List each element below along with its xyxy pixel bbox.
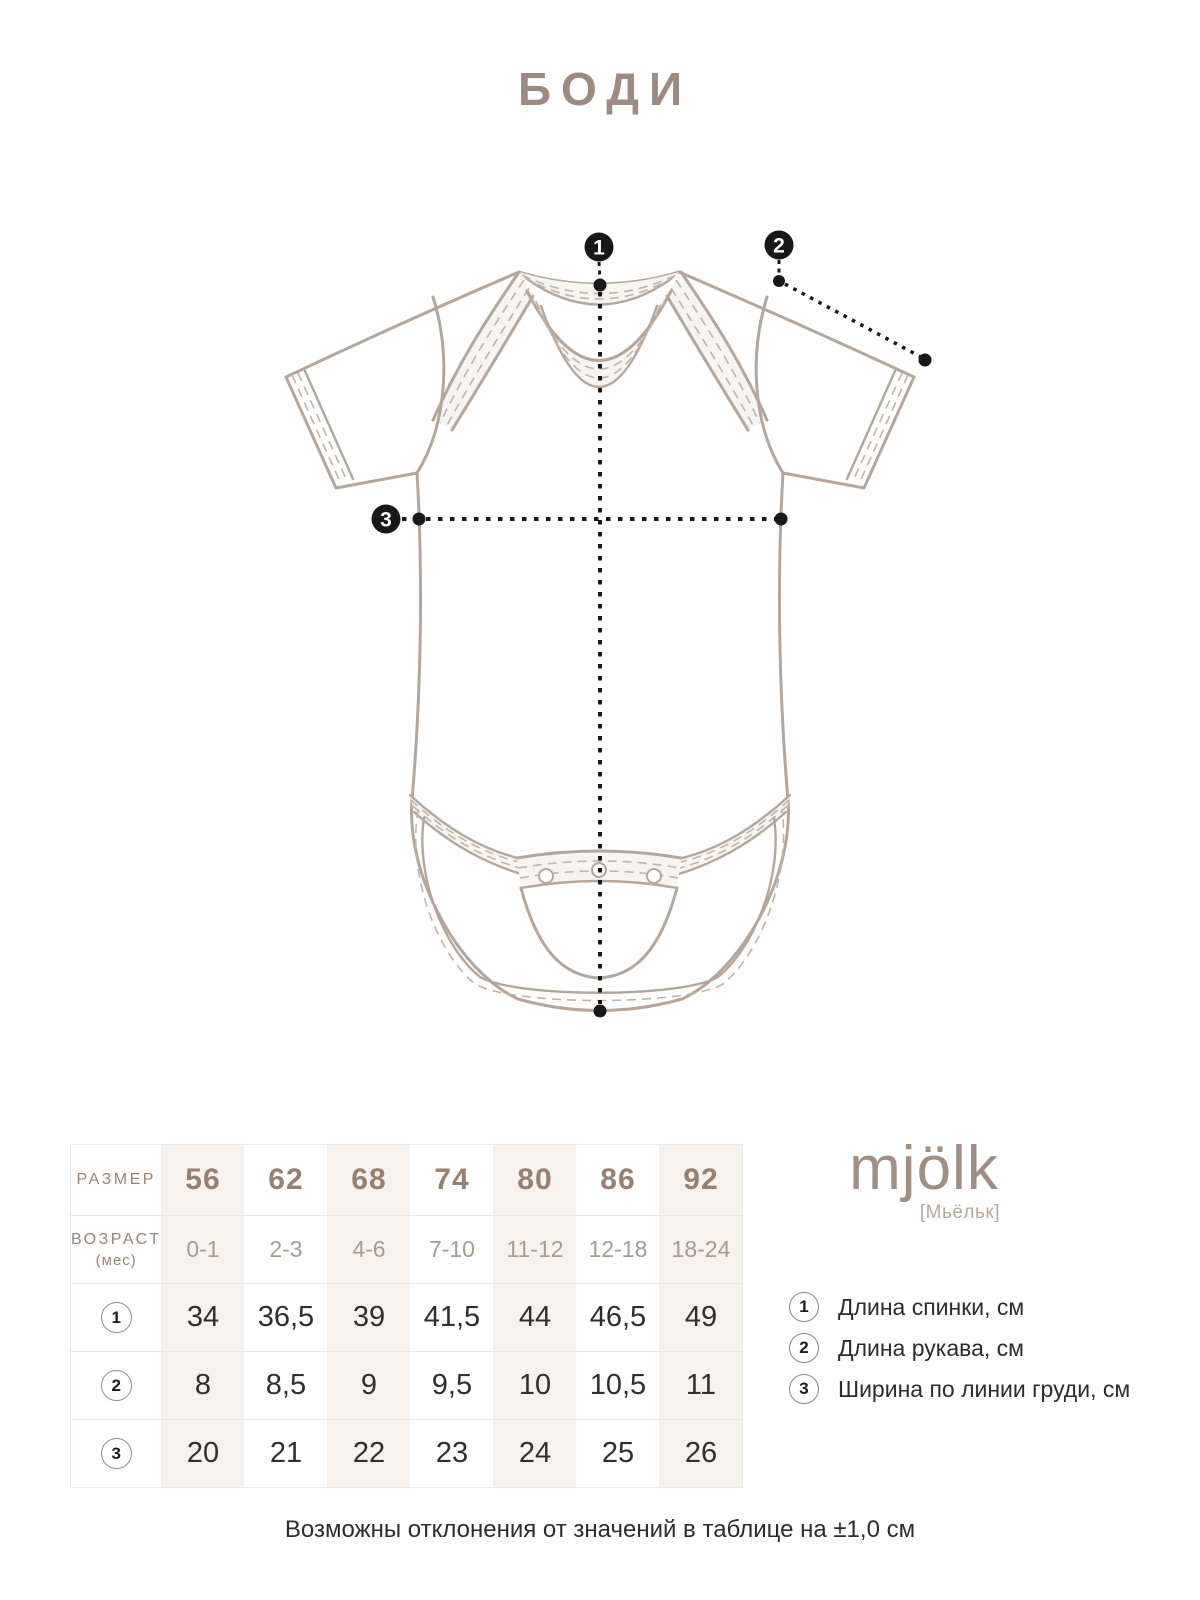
left-armhole-seam — [415, 295, 446, 475]
left-flap-edge — [431, 270, 535, 432]
legend-label: Длина спинки, см — [838, 1293, 1025, 1320]
size-table: РАЗМЕР 56 62 68 74 80 86 92 ВОЗРАСТ (мес… — [70, 1144, 744, 1488]
measure-dot — [593, 278, 607, 292]
snap-button — [646, 868, 662, 884]
value-cell: 9,5 — [410, 1351, 494, 1420]
legend-marker-1: 1 — [789, 1292, 819, 1322]
legend-item-chest-width: 3 Ширина по линии груди, см — [789, 1374, 1130, 1404]
brand-logo: mjölk — [849, 1134, 999, 1203]
left-cuff-seam — [303, 369, 355, 481]
measure-line-sleeve-length — [784, 282, 922, 359]
bodysuit-diagram: 1 2 3 — [284, 230, 932, 1018]
value-cell: 46,5 — [576, 1283, 660, 1352]
size-cell: 62 — [268, 1163, 304, 1196]
size-cell: 92 — [659, 1144, 743, 1216]
measure-row-1: 1 34 36,5 39 41,5 44 46,5 49 — [70, 1283, 743, 1352]
age-cell: 11-12 — [493, 1215, 577, 1284]
value-cell: 39 — [327, 1283, 411, 1352]
legend-label: Ширина по линии груди, см — [838, 1375, 1131, 1402]
measure-dot — [412, 512, 426, 526]
brand-logo-subtitle: [Мьёльк] — [919, 1202, 1000, 1223]
left-leg-binding — [408, 793, 523, 876]
value-cell: 26 — [659, 1419, 743, 1488]
age-cell: 7-10 — [410, 1215, 494, 1284]
legend-marker-2: 2 — [789, 1333, 819, 1363]
right-armhole-seam — [754, 295, 785, 475]
svg-text:3: 3 — [380, 509, 392, 532]
value-cell: 22 — [327, 1419, 411, 1488]
legend-marker-3: 3 — [789, 1374, 819, 1404]
brand-logo-block: mjölk [Мьёльк] — [848, 1138, 1000, 1224]
size-row: РАЗМЕР 56 62 68 74 80 86 92 — [71, 1144, 743, 1216]
size-row-label: РАЗМЕР — [76, 1171, 156, 1188]
measure-dot — [593, 1004, 607, 1018]
size-cell: 56 — [161, 1144, 245, 1216]
value-cell: 10,5 — [576, 1351, 660, 1420]
measure-row-3: 3 20 21 22 23 24 25 26 — [70, 1419, 743, 1488]
value-cell: 20 — [161, 1419, 245, 1488]
size-cell: 80 — [493, 1144, 577, 1216]
crotch-flap-top — [515, 849, 683, 860]
legend-label: Длина рукава, см — [838, 1334, 1024, 1361]
right-cuff-seam — [845, 369, 897, 481]
measure-dot — [918, 353, 932, 367]
row-marker: 1 — [70, 1283, 162, 1352]
row-marker: 2 — [70, 1351, 162, 1420]
age-cell: 18-24 — [659, 1215, 743, 1284]
value-cell: 10 — [493, 1351, 577, 1420]
row-marker: 3 — [70, 1419, 162, 1488]
svg-text:2: 2 — [773, 235, 785, 258]
age-cell: 0-1 — [161, 1215, 245, 1284]
right-flap-band — [667, 272, 767, 430]
measure-dot — [774, 512, 788, 526]
legend-item-back-length: 1 Длина спинки, см — [789, 1292, 1130, 1322]
value-cell: 25 — [576, 1419, 660, 1488]
legend-item-sleeve-length: 2 Длина рукава, см — [789, 1333, 1130, 1363]
right-flap-edge — [665, 270, 769, 432]
value-cell: 21 — [244, 1419, 328, 1488]
value-cell: 11 — [659, 1351, 743, 1420]
measure-row-2: 2 8 8,5 9 9,5 10 10,5 11 — [70, 1351, 743, 1420]
svg-text:1: 1 — [593, 237, 605, 260]
measure-dot — [773, 275, 785, 287]
value-cell: 8 — [161, 1351, 245, 1420]
value-cell: 23 — [410, 1419, 494, 1488]
value-cell: 41,5 — [410, 1283, 494, 1352]
marker-2: 2 — [764, 230, 794, 260]
tolerance-footnote: Возможны отклонения от значений в таблиц… — [284, 1516, 916, 1543]
age-row: ВОЗРАСТ (мес) 0-1 2-3 4-6 7-10 11-12 12-… — [70, 1215, 743, 1284]
value-cell: 8,5 — [244, 1351, 328, 1420]
marker-3: 3 — [371, 504, 401, 534]
pouch-binding — [421, 816, 777, 994]
value-cell: 9 — [327, 1351, 411, 1420]
size-cell: 68 — [327, 1144, 411, 1216]
value-cell: 44 — [493, 1283, 577, 1352]
snap-button — [538, 868, 554, 884]
size-cell: 74 — [434, 1163, 470, 1196]
left-flap-band — [433, 272, 533, 430]
age-cell: 12-18 — [576, 1215, 660, 1284]
value-cell: 24 — [493, 1419, 577, 1488]
marker-1: 1 — [584, 232, 614, 262]
value-cell: 36,5 — [244, 1283, 328, 1352]
age-cell: 4-6 — [327, 1215, 411, 1284]
size-cell: 86 — [600, 1163, 636, 1196]
age-row-label: ВОЗРАСТ (мес) — [70, 1215, 162, 1284]
value-cell: 34 — [161, 1283, 245, 1352]
measurement-legend: 1 Длина спинки, см 2 Длина рукава, см 3 … — [789, 1292, 1130, 1415]
age-cell: 2-3 — [244, 1215, 328, 1284]
value-cell: 49 — [659, 1283, 743, 1352]
page-title: БОДИ — [517, 63, 693, 115]
